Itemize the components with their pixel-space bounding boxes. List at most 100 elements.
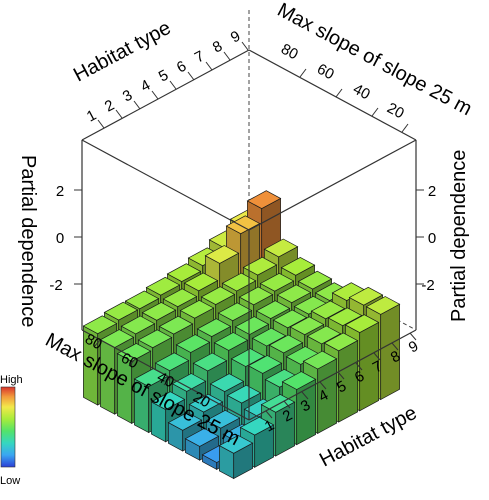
surface-cell-top [141,302,177,321]
surface-cell-top [234,316,270,335]
z-axis-title-right: Partial dependence [448,150,470,322]
surface-cell-top [103,301,139,321]
surface-cell-top [251,327,287,347]
surface-cell-top [331,282,367,301]
surface-cell-top [225,215,261,235]
surface-cell-top [239,416,275,436]
surface-cell-top [285,346,321,365]
habitat-tick-top: 1 [84,107,99,126]
top-front-right-edge [248,139,417,231]
surface-cell-top [192,352,228,372]
z-axis-title-left: Partial dependence [17,155,39,327]
habitat-tick-bottom: 9 [406,338,421,357]
surface-cell-top [175,334,211,353]
surface-cell-top [242,256,278,276]
surface-cell-top [281,371,317,390]
cube-edges [81,49,417,421]
habitat-tick-top: 9 [228,28,243,47]
surface-cell-top [183,272,219,292]
z-tick-left: 0 [56,230,64,247]
surface-cell-top [310,300,346,320]
surface-cell-top [120,315,156,335]
surface-cell-top [205,409,241,429]
surface-cell-top [217,302,253,322]
surface-cell-top [218,435,254,454]
surface-cell-top [323,332,359,352]
surface-cell-top [209,373,245,392]
surface-cell-top [280,257,316,276]
surface-cell-top [365,296,401,315]
surface-cell-top [297,270,333,290]
habitat-tick-top: 2 [102,97,117,116]
surface-cell-top [167,412,203,431]
surface-cell-top [158,315,194,335]
surface-cell-top [327,307,363,327]
habitat-tick-top: 5 [156,67,171,86]
surface-cell-top [221,272,257,292]
slope-tick-top: 20 [384,100,407,123]
surface-columns [82,190,401,480]
slope-tick-top: 80 [278,41,301,64]
z-tick-right: 0 [428,230,436,247]
surface-cell-top [116,343,152,362]
surface-cell-top [137,329,173,349]
surface-cell-top [293,295,329,315]
surface-cell-top [188,393,224,413]
surface-cell-top [306,325,342,345]
top-right-edge [248,49,417,141]
surface-cell-top [184,428,220,447]
surface-cell-top [150,391,186,410]
surface-cell-top [272,309,308,329]
surface-cell-top [179,299,215,319]
surface-cell-top [276,284,312,304]
surface-cell-top [196,318,232,337]
surface-cell-top [166,263,202,282]
surface-cell-top [124,290,160,310]
surface-cell-top [260,394,296,413]
slope-tick-bottom: 40 [154,369,177,392]
surface-cell-top [289,316,325,336]
surface-cell-top [171,373,207,392]
top-left-edge [81,49,250,141]
legend-color-bar [0,386,16,468]
surface-cell-top [263,238,299,258]
habitat-tick-top: 4 [138,77,153,96]
habitat-tick-top: 6 [174,58,189,77]
slope-tick-bottom: 60 [118,350,141,373]
habitat-tick-top: 3 [120,87,135,106]
tick-marks [74,41,424,419]
z-tick-right: 2 [428,183,436,200]
surface-cell-top [255,300,291,319]
top-front-left-edge [81,139,250,231]
legend-high-label: High [0,374,23,386]
surface-cell-top [246,190,282,209]
z-tick-right: -2 [421,277,434,294]
surface-cell-top [247,355,283,374]
surface-cell-top [204,245,240,264]
bottom-right-edge [248,329,417,421]
surface-cell-top [344,314,380,333]
legend-low-label: Low [0,475,20,487]
z-tick-left: 2 [56,183,64,200]
slope-tick-bottom: 20 [190,389,213,412]
surface-cell-top [162,288,198,308]
habitat-tick-top: 8 [210,38,225,57]
bottom-left-edge [81,329,250,421]
surface-cell-top [302,350,338,370]
slope-tick-bottom: 80 [82,331,105,354]
surface-cell-top [145,276,181,296]
surface-cell-top [226,384,262,404]
z-tick-left: -2 [49,277,62,294]
surface-cell-top [268,334,304,354]
surface-cell-top [264,368,300,388]
surface-cell-top [348,286,384,306]
surface-cell-top [200,286,236,305]
slope-axis-title-top: Max slope of slope 25 m [274,0,476,120]
surface-cell-top [154,352,190,372]
surface-cell-top [82,315,118,335]
color-legend: High Low [0,374,23,487]
surface-cell-top [238,286,274,306]
surface-cell-top [259,272,295,292]
slope-tick-top: 40 [350,81,373,104]
